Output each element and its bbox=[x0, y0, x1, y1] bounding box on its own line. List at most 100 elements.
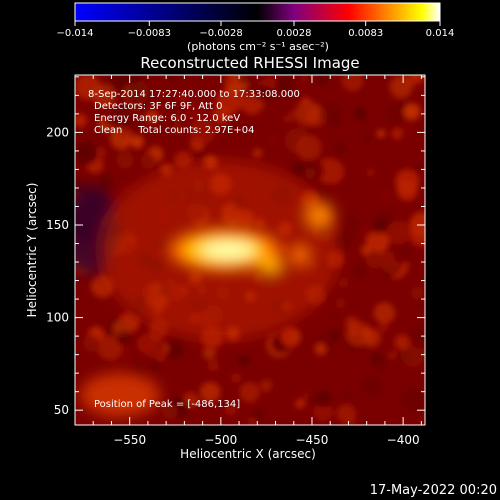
colorbar-tick-label-5: 0.014 bbox=[426, 28, 455, 39]
image-texture-blob bbox=[164, 338, 185, 359]
observation-annotations: 8-Sep-2014 17:27:40.000 to 17:33:08.000 … bbox=[88, 89, 300, 410]
image-texture-blob bbox=[393, 244, 412, 264]
heatmap-image bbox=[75, 75, 425, 425]
y-tick-label-2: 150 bbox=[46, 218, 69, 232]
image-texture-blob bbox=[280, 326, 301, 347]
image-texture-blob bbox=[341, 75, 364, 92]
annotation-peak-position: Position of Peak = [-486,134] bbox=[94, 399, 240, 410]
image-texture-blob bbox=[130, 135, 144, 149]
image-texture-blob bbox=[414, 163, 424, 173]
image-texture-blob bbox=[361, 132, 373, 145]
image-texture-blob bbox=[238, 75, 250, 84]
colorbar bbox=[74, 2, 441, 22]
image-texture-blob bbox=[82, 334, 100, 352]
generation-timestamp: 17-May-2022 00:20 bbox=[370, 483, 497, 498]
image-texture-blob bbox=[387, 350, 397, 360]
image-texture-blob bbox=[409, 211, 425, 238]
y-axis-label: Heliocentric Y (arcsec) bbox=[25, 183, 39, 318]
image-texture-blob bbox=[408, 323, 425, 349]
image-texture-blob bbox=[294, 100, 321, 126]
image-texture-blob bbox=[328, 329, 341, 341]
x-tick-label-2: −450 bbox=[295, 433, 328, 447]
image-texture-blob bbox=[345, 321, 371, 347]
image-texture-blob bbox=[212, 106, 231, 125]
annotation-clean-counts: Clean Total counts: 2.97E+04 bbox=[94, 125, 254, 136]
image-texture-blob bbox=[295, 398, 306, 409]
x-tick-label-1: −500 bbox=[204, 433, 237, 447]
x-tick-label-3: −400 bbox=[387, 433, 420, 447]
image-texture-blob bbox=[400, 342, 425, 367]
image-texture-blob bbox=[353, 264, 367, 279]
image-texture-blob bbox=[171, 124, 183, 135]
image-texture-blob bbox=[379, 323, 389, 333]
image-texture-blob bbox=[127, 81, 151, 106]
image-texture-blob bbox=[354, 107, 368, 121]
image-texture-blob bbox=[75, 140, 99, 166]
colorbar-tick-label-4: 0.0083 bbox=[348, 28, 383, 39]
image-texture-blob bbox=[295, 134, 322, 161]
x-axis-tick-labels: −550 −500 −450 −400 bbox=[113, 433, 419, 447]
image-texture-blob bbox=[275, 75, 295, 95]
image-texture-blob bbox=[394, 334, 410, 350]
image-texture-blob bbox=[136, 333, 157, 354]
image-texture-blob bbox=[315, 157, 342, 184]
image-texture-blob bbox=[140, 153, 157, 169]
image-texture-blob bbox=[183, 101, 205, 122]
y-axis-tick-labels: 50 100 150 200 bbox=[46, 125, 69, 417]
image-texture-blob bbox=[360, 245, 371, 256]
annotation-detectors: Detectors: 3F 6F 9F, Att 0 bbox=[94, 101, 222, 112]
image-texture-blob bbox=[373, 302, 395, 324]
image-texture-blob bbox=[155, 351, 166, 363]
colorbar-tick-label-1: −0.0083 bbox=[128, 28, 171, 39]
image-texture-blob bbox=[145, 110, 159, 123]
annotation-time-range: 8-Sep-2014 17:27:40.000 to 17:33:08.000 bbox=[88, 89, 300, 100]
image-texture-blob bbox=[386, 220, 411, 245]
image-texture-blob bbox=[342, 392, 352, 402]
image-texture-blob bbox=[106, 75, 118, 87]
image-texture-blob bbox=[92, 83, 117, 108]
image-texture-blob bbox=[97, 335, 123, 360]
x-axis-label: Heliocentric X (arcsec) bbox=[180, 447, 316, 461]
image-texture-blob bbox=[269, 135, 279, 145]
image-texture-blob bbox=[116, 151, 134, 169]
image-texture-blob bbox=[189, 118, 216, 145]
image-texture-blob bbox=[202, 346, 216, 360]
colorbar-units-label: (photons cm⁻² s⁻¹ asec⁻²) bbox=[187, 40, 329, 53]
image-texture-blob bbox=[162, 403, 179, 420]
image-texture-blob bbox=[306, 394, 318, 406]
image-texture-blob bbox=[231, 373, 242, 383]
image-texture-blob bbox=[349, 328, 358, 337]
y-axis-ticks bbox=[75, 76, 425, 411]
image-texture-blob bbox=[252, 148, 263, 159]
image-texture-blob bbox=[224, 403, 237, 416]
image-texture-blob bbox=[376, 129, 386, 138]
image-texture-blob bbox=[239, 382, 260, 403]
image-texture-blob bbox=[166, 75, 183, 84]
image-texture-blob bbox=[299, 75, 309, 82]
image-texture-blob bbox=[314, 343, 327, 355]
image-texture-blob bbox=[207, 359, 219, 372]
image-texture-blob bbox=[385, 105, 406, 127]
colorbar-ticks bbox=[74, 21, 441, 26]
image-texture-blob bbox=[103, 117, 113, 126]
image-texture-blob bbox=[405, 75, 421, 86]
image-texture-blob bbox=[75, 113, 88, 128]
image-texture-blob bbox=[251, 408, 265, 422]
image-texture-blob bbox=[396, 180, 418, 201]
colorbar-tick-labels: −0.014 −0.0083 −0.0028 0.0028 0.0083 0.014 bbox=[56, 28, 454, 39]
chart-title: Reconstructed RHESSI Image bbox=[140, 54, 359, 72]
y-tick-label-0: 50 bbox=[54, 403, 69, 417]
image-texture-blob bbox=[149, 360, 161, 372]
x-tick-label-0: −550 bbox=[113, 433, 146, 447]
image-texture-blob bbox=[319, 102, 342, 124]
image-texture-blob bbox=[411, 286, 424, 300]
image-texture-blob bbox=[397, 121, 412, 135]
image-texture-blob bbox=[116, 330, 132, 346]
image-texture-blob bbox=[403, 103, 421, 121]
image-texture-blob bbox=[402, 387, 425, 412]
colorbar-tick-label-2: −0.0028 bbox=[199, 28, 242, 39]
image-texture-blob bbox=[98, 173, 114, 190]
image-texture-blob bbox=[334, 140, 349, 156]
